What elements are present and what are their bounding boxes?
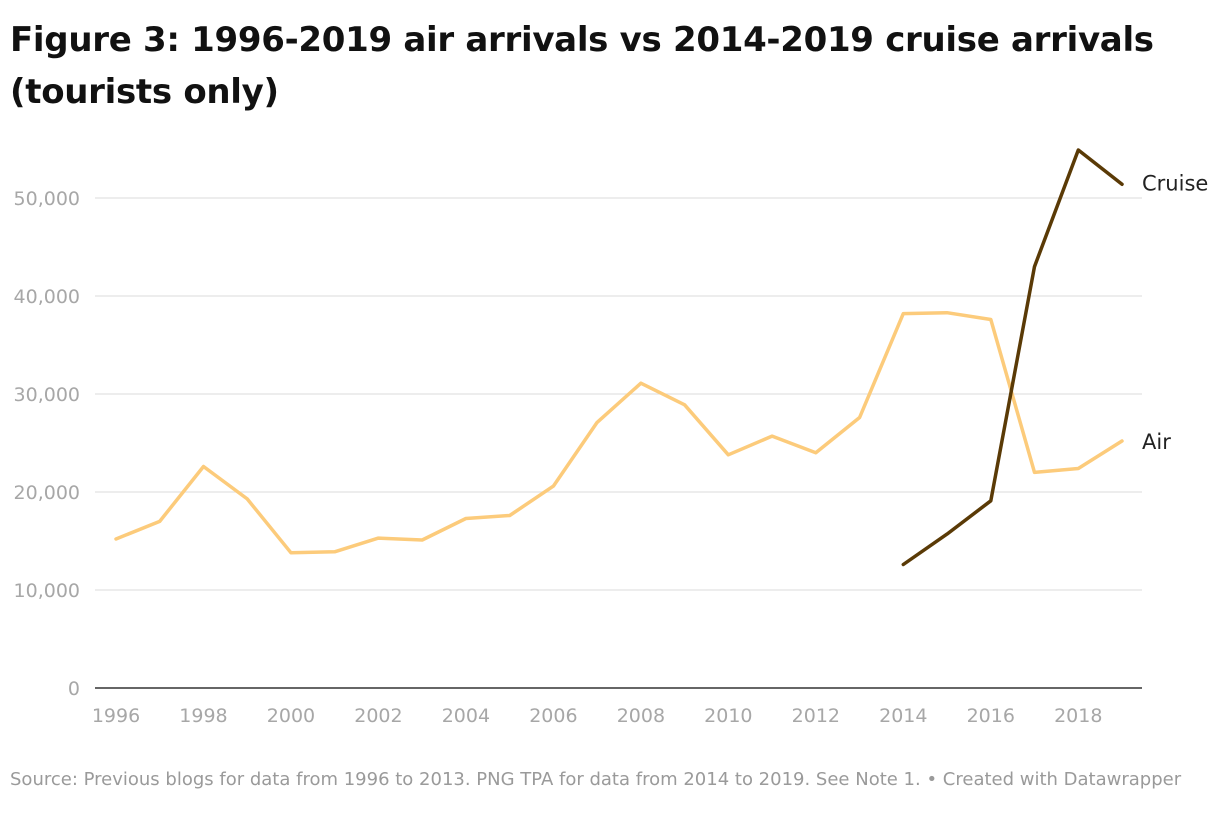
series-label-cruise: Cruise: [1142, 171, 1208, 195]
x-tick-label: 2018: [1054, 705, 1102, 727]
y-tick-label: 20,000: [14, 482, 80, 504]
x-tick-label: 2014: [879, 705, 927, 727]
y-tick-label: 50,000: [14, 188, 80, 210]
gridlines: [95, 197, 1142, 591]
datawrapper-credit: Created with Datawrapper: [942, 769, 1182, 790]
chart-title: Figure 3: 1996-2019 air arrivals vs 2014…: [10, 20, 1154, 112]
x-tick-label: 2012: [792, 705, 840, 727]
footer-separator: •: [920, 769, 943, 790]
y-tick-label: 0: [68, 678, 80, 700]
x-tick-label: 2010: [704, 705, 752, 727]
x-tick-label: 1996: [92, 705, 140, 727]
source-note: Source: Previous blogs for data from 199…: [10, 769, 921, 790]
series-lines: [114, 148, 1124, 567]
y-axis-tick-labels: 0 10,000 20,000 30,000 40,000 50,000: [14, 188, 80, 700]
series-label-air: Air: [1142, 430, 1171, 454]
series-labels: Air Cruise: [1142, 171, 1208, 454]
x-tick-label: 1998: [179, 705, 227, 727]
line-chart: 0 10,000 20,000 30,000 40,000 50,000 1996 1998…: [14, 148, 1208, 727]
x-tick-label: 2000: [267, 705, 315, 727]
x-tick-label: 2006: [529, 705, 577, 727]
x-tick-label: 2016: [967, 705, 1015, 727]
series-line-air: [114, 310, 1124, 555]
x-tick-label: 2004: [442, 705, 490, 727]
series-line-cruise: [901, 148, 1124, 567]
chart-footer: Source: Previous blogs for data from 199…: [10, 767, 1190, 793]
x-axis-tick-labels: 1996 1998 2000 2002 2004 2006 2008 2010 2012 2014…: [92, 705, 1103, 727]
y-tick-label: 10,000: [14, 580, 80, 602]
y-tick-label: 40,000: [14, 286, 80, 308]
x-tick-label: 2002: [354, 705, 402, 727]
y-tick-label: 30,000: [14, 384, 80, 406]
x-tick-label: 2008: [617, 705, 665, 727]
